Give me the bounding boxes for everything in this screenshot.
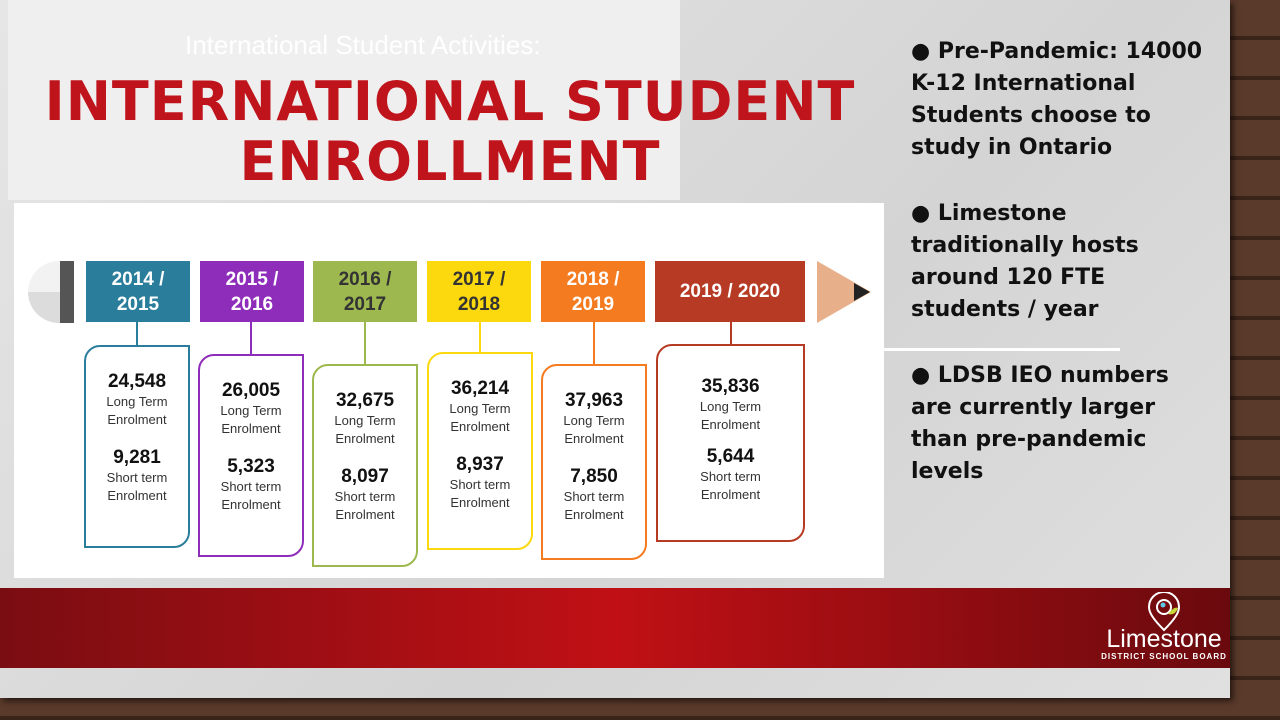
connector [729,322,732,344]
enrollment-card: 32,675 Long Term Enrolment 8,097 Short te… [312,364,418,567]
enrollment-card: 26,005 Long Term Enrolment 5,323 Short te… [198,354,304,557]
bullet-list: ● Pre-Pandemic: 14000 K-12 International… [911,36,1211,522]
long-term-value: 35,836 [701,376,760,397]
enrollment-card: 35,836 Long Term Enrolment 5,644 Short te… [656,344,805,542]
connector [593,322,595,364]
short-term-value: 7,850 [570,466,618,487]
enrollment-card: 36,214 Long Term Enrolment 8,937 Short te… [427,352,533,550]
pencil-band [60,261,74,323]
short-term-value: 8,097 [341,466,389,487]
long-term-value: 37,963 [564,390,624,411]
bullet-item: ● Limestone traditionally hosts around 1… [911,201,1139,322]
pencil-lead-icon [854,283,870,301]
year-header: 2019 / 2020 [655,261,805,322]
connector [136,322,138,345]
connector [479,322,481,352]
divider [884,348,1120,351]
short-term-value: 8,937 [456,454,504,475]
limestone-logo: Limestone DISTRICT SCHOOL BOARD [1100,590,1228,661]
slide-subtitle: International Student Activities: [185,30,541,60]
long-term-value: 32,675 [335,390,395,411]
year-header: 2016 / 2017 [313,261,417,322]
pin-leaf-icon [1147,592,1181,632]
long-term-value: 24,548 [107,371,167,392]
title-box [8,0,680,200]
enrollment-card: 24,548 Long Term Enrolment 9,281 Short te… [84,345,190,548]
enrollment-card: 37,963 Long Term Enrolment 7,850 Short te… [541,364,647,560]
short-term-value: 5,644 [706,446,755,467]
footer-band [0,588,1230,668]
year-header: 2014 / 2015 [86,261,190,322]
year-header: 2017 / 2018 [427,261,531,322]
enrollment-timeline: 2014 / 2015 24,548 Long Term Enrolment 9,2… [14,203,884,578]
short-term-value: 9,281 [113,447,161,468]
connector [364,322,366,364]
slide: International Student Activities: INTERN… [0,0,1230,698]
year-header: 2015 / 2016 [200,261,304,322]
long-term-value: 36,214 [450,378,510,399]
bullet-item: ● LDSB IEO numbers are currently larger … [911,363,1169,484]
year-header: 2018 / 2019 [541,261,645,322]
bullet-item: ● Pre-Pandemic: 14000 K-12 International… [911,39,1203,160]
short-term-value: 5,323 [227,456,275,477]
connector [250,322,252,354]
slide-title: INTERNATIONAL STUDENT ENROLLMENT [44,70,856,193]
long-term-value: 26,005 [221,380,281,401]
